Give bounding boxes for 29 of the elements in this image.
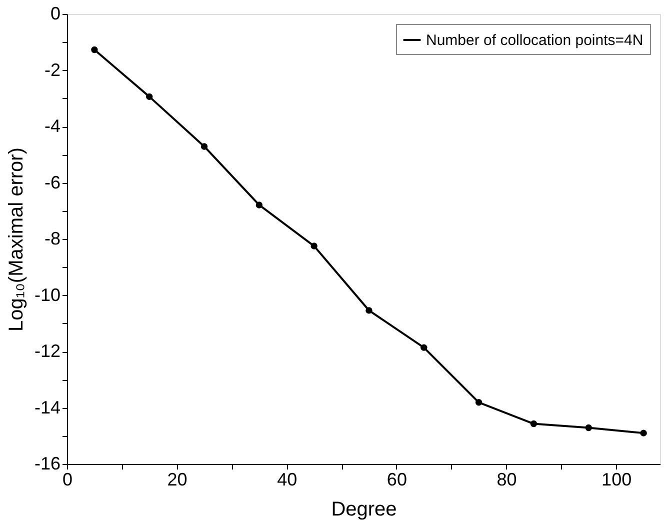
y-tick-label: 0 (50, 4, 60, 24)
x-tick-label: 20 (167, 470, 188, 490)
x-axis-title: Degree (331, 498, 397, 520)
x-tick-label: 80 (496, 470, 517, 490)
point (146, 93, 153, 100)
y-tick-label: -4 (44, 116, 60, 136)
point (640, 430, 647, 436)
y-axis-title: Log₁₀(Maximal error) (5, 148, 28, 332)
legend-label: Number of collocation points=4N (426, 32, 644, 49)
point (256, 202, 263, 208)
y-tick-label: -12 (34, 341, 60, 361)
point (366, 307, 372, 314)
y-tick-label: -14 (34, 397, 60, 418)
y-tick-label: -16 (34, 454, 60, 474)
x-tick-label: 0 (62, 470, 73, 490)
y-tick-label: -10 (34, 284, 60, 305)
y-tick-label: -6 (44, 172, 60, 192)
point (530, 420, 538, 428)
x-tick-label: 100 (602, 470, 632, 490)
x-tick-label: 40 (277, 470, 298, 490)
y-tick-label: -2 (44, 60, 60, 80)
point (310, 242, 318, 250)
point (475, 399, 482, 406)
x-tick-label: 60 (386, 470, 407, 490)
point (200, 143, 208, 150)
point (420, 344, 428, 351)
point (585, 424, 592, 432)
y-tick-label: -8 (44, 228, 60, 248)
point (91, 46, 98, 54)
